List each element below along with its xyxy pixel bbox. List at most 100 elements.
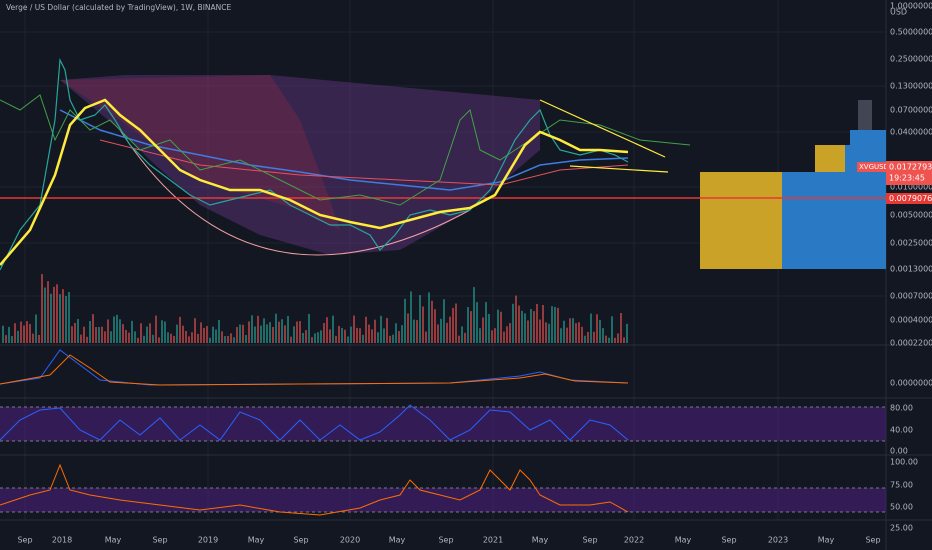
- volume-bar: [266, 324, 268, 343]
- volume-bar: [170, 333, 172, 343]
- volume-bar: [599, 319, 601, 343]
- volume-bar: [59, 294, 61, 343]
- time-axis-label: May: [675, 536, 692, 545]
- volume-bar: [614, 337, 616, 343]
- volume-bar: [98, 327, 100, 343]
- volume-bar: [458, 335, 460, 343]
- rsi-axis-label: 75.00: [890, 481, 913, 490]
- volume-bar: [203, 327, 205, 343]
- volume-bar: [338, 325, 340, 343]
- volume-bar: [275, 313, 277, 343]
- volume-bar: [419, 295, 421, 343]
- volume-bar: [407, 313, 409, 343]
- volume-bar: [95, 327, 97, 343]
- time-axis-label: 2022: [624, 536, 644, 545]
- time-axis-label: May: [105, 536, 122, 545]
- volume-bar: [311, 337, 313, 343]
- volume-bar: [536, 303, 538, 343]
- volume-bar: [518, 305, 520, 343]
- volume-bar: [569, 318, 571, 343]
- volume-bar: [560, 328, 562, 343]
- volume-bar: [152, 334, 154, 343]
- volume-bar: [455, 303, 457, 343]
- signal-line: [0, 354, 629, 386]
- volume-bar: [605, 335, 607, 343]
- volume-bar: [344, 329, 346, 343]
- volume-bar: [503, 331, 505, 343]
- volume-bar: [230, 333, 232, 343]
- time-axis-label: 2023: [768, 536, 788, 545]
- volume-bar: [509, 323, 511, 343]
- time-axis-label: 2018: [52, 536, 72, 545]
- volume-bar: [578, 322, 580, 343]
- volume-bar: [368, 324, 370, 343]
- volume-bar: [314, 333, 316, 343]
- volume-bar: [563, 320, 565, 343]
- volume-bar: [29, 323, 31, 343]
- volume-bar: [566, 327, 568, 343]
- volume-bar: [155, 315, 157, 343]
- volume-bar: [209, 337, 211, 343]
- volume-bar: [428, 292, 430, 343]
- volume-bar: [584, 335, 586, 343]
- volume-profile-faded: [858, 100, 872, 130]
- volume-bar: [296, 321, 298, 343]
- volume-bar: [245, 334, 247, 343]
- last-price-tag: [886, 161, 932, 185]
- volume-bar: [143, 335, 145, 343]
- time-axis-label: Sep: [293, 536, 308, 545]
- volume-bar: [119, 319, 121, 343]
- volume-bar: [383, 328, 385, 343]
- volume-bar: [146, 326, 148, 343]
- volume-bar: [386, 317, 388, 343]
- volume-bar: [11, 336, 13, 343]
- volume-bar: [464, 332, 466, 343]
- volume-bar: [254, 326, 256, 343]
- rsi-axis-label: 25.00: [890, 524, 913, 533]
- volume-bar: [56, 284, 58, 343]
- volume-bar: [551, 306, 553, 343]
- volume-bar: [545, 322, 547, 343]
- volume-bar: [521, 310, 523, 343]
- volume-profile-up: [815, 145, 845, 172]
- volume-bar: [224, 336, 226, 343]
- volume-bar: [248, 321, 250, 343]
- volume-bar: [137, 337, 139, 343]
- volume-bar: [482, 317, 484, 343]
- volume-bar: [305, 330, 307, 343]
- volume-bar: [329, 329, 331, 343]
- volume-bar: [437, 324, 439, 343]
- volume-bar: [161, 320, 163, 343]
- time-axis-label: 2020: [340, 536, 360, 545]
- volume-bar: [80, 334, 82, 343]
- volume-bar: [527, 320, 529, 343]
- volume-bar: [395, 323, 397, 343]
- wedge-bottom: [569, 165, 669, 173]
- volume-bar: [608, 337, 610, 343]
- volume-bar: [371, 329, 373, 343]
- volume-bar: [50, 293, 52, 343]
- volume-bar: [47, 281, 49, 343]
- price-line: [0, 57, 629, 271]
- volume-bar: [446, 322, 448, 343]
- volume-bar: [353, 315, 355, 343]
- volume-bar: [500, 311, 502, 343]
- volume-bar: [413, 319, 415, 343]
- volume-bar: [422, 306, 424, 343]
- volume-profile-up: [700, 172, 782, 269]
- last-price: 0.01727937: [889, 163, 932, 172]
- volume-bar: [302, 332, 304, 343]
- time-axis-label: Sep: [152, 536, 167, 545]
- volume-bar: [326, 317, 328, 343]
- volume-bar: [110, 331, 112, 343]
- volume-bar: [461, 326, 463, 343]
- volume-bar: [299, 321, 301, 343]
- volume-bar: [524, 313, 526, 343]
- stoch-axis-label: 40.00: [890, 426, 913, 435]
- volume-bar: [92, 314, 94, 343]
